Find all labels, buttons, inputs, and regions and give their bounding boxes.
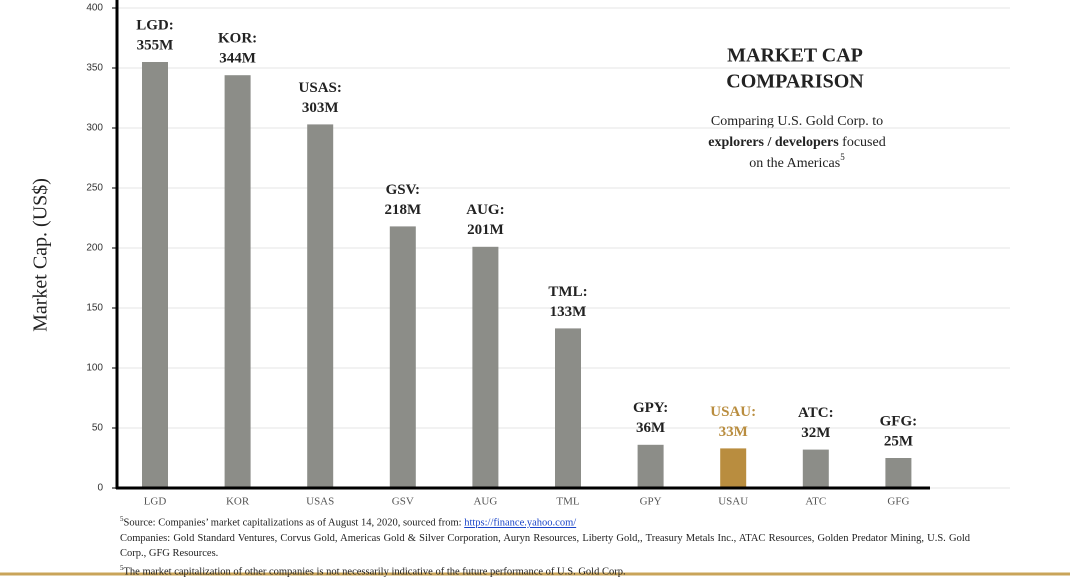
x-tick-label: GSV bbox=[392, 496, 414, 508]
x-tick-label: TML bbox=[556, 496, 580, 508]
subtitle-run: Comparing U.S. Gold Corp. to bbox=[711, 114, 883, 129]
y-tick-label: 200 bbox=[86, 243, 103, 254]
bar bbox=[390, 226, 416, 488]
y-tick-label: 400 bbox=[86, 3, 103, 14]
data-label: 133M bbox=[550, 304, 587, 320]
y-tick-label: 0 bbox=[97, 483, 103, 494]
data-label-name: USAS: bbox=[299, 80, 342, 96]
footnote: Companies: Gold Standard Ventures, Corvu… bbox=[120, 531, 970, 561]
data-label: 218M bbox=[384, 202, 421, 218]
subtitle-run: explorers / developers bbox=[708, 135, 839, 150]
y-tick-label: 350 bbox=[86, 63, 103, 74]
footnote-text: The market capitalization of other compa… bbox=[124, 566, 626, 577]
bar bbox=[307, 124, 333, 488]
data-label: 36M bbox=[636, 420, 665, 436]
data-label-name: TML: bbox=[548, 284, 587, 300]
bar bbox=[555, 328, 581, 488]
data-label-name: USAU: bbox=[710, 404, 756, 420]
data-label-name: GPY: bbox=[633, 400, 668, 416]
y-tick-label: 250 bbox=[86, 183, 103, 194]
footnote: 5The market capitalization of other comp… bbox=[120, 561, 970, 579]
bar bbox=[885, 458, 911, 488]
subtitle-run: on the Americas bbox=[749, 156, 840, 171]
subtitle: Comparing U.S. Gold Corp. to bbox=[711, 114, 883, 129]
data-label: 201M bbox=[467, 222, 504, 238]
bar bbox=[638, 445, 664, 488]
bar bbox=[225, 75, 251, 488]
x-tick-label: GFG bbox=[887, 496, 909, 508]
page: MARKET CAP COMPARISON Market Cap. (US$) … bbox=[0, 0, 1070, 577]
data-label: 303M bbox=[302, 100, 339, 116]
subtitle: on the Americas5 bbox=[749, 152, 845, 171]
subtitle-run: focused bbox=[839, 135, 886, 150]
y-tick-label: 50 bbox=[92, 423, 104, 434]
footnote-text: Source: Companies’ market capitalization… bbox=[124, 518, 465, 529]
subtitle-run: 5 bbox=[840, 152, 845, 162]
bar bbox=[803, 450, 829, 488]
x-tick-label: GPY bbox=[640, 496, 662, 508]
y-tick-label: 150 bbox=[86, 303, 103, 314]
data-label-name: LGD: bbox=[136, 17, 174, 33]
x-tick-label: AUG bbox=[473, 496, 497, 508]
y-tick-label: 300 bbox=[86, 123, 103, 134]
x-tick-label: LGD bbox=[144, 496, 167, 508]
data-label: 33M bbox=[719, 424, 748, 440]
chart-title: MARKET CAP bbox=[727, 45, 863, 67]
data-label: 32M bbox=[801, 425, 830, 441]
bar bbox=[472, 247, 498, 488]
footnote-link[interactable]: https://finance.yahoo.com/ bbox=[464, 518, 576, 529]
bar bbox=[142, 62, 168, 488]
chart-title: COMPARISON bbox=[726, 71, 864, 93]
data-label: 355M bbox=[137, 37, 174, 53]
subtitle: explorers / developers focused bbox=[708, 135, 885, 150]
data-label: 25M bbox=[884, 433, 913, 449]
x-tick-label: KOR bbox=[226, 496, 250, 508]
data-label-name: GFG: bbox=[880, 413, 918, 429]
footnote-text: Companies: Gold Standard Ventures, Corvu… bbox=[120, 533, 970, 559]
x-tick-label: USAS bbox=[306, 496, 334, 508]
y-tick-label: 100 bbox=[86, 363, 103, 374]
bar bbox=[720, 448, 746, 488]
data-label-name: KOR: bbox=[218, 31, 257, 47]
data-label-name: GSV: bbox=[386, 182, 420, 198]
data-label-name: AUG: bbox=[466, 202, 504, 218]
y-axis-label: Market Cap. (US$) bbox=[30, 178, 52, 332]
x-tick-label: ATC bbox=[805, 496, 826, 508]
x-tick-label: USAU bbox=[718, 496, 748, 508]
data-label: 344M bbox=[219, 51, 256, 67]
footnote: 5Source: Companies’ market capitalizatio… bbox=[120, 512, 970, 531]
chart: MARKET CAP COMPARISON Market Cap. (US$) … bbox=[0, 0, 1070, 577]
footnotes: 5Source: Companies’ market capitalizatio… bbox=[120, 512, 970, 579]
data-label-name: ATC: bbox=[798, 405, 834, 421]
